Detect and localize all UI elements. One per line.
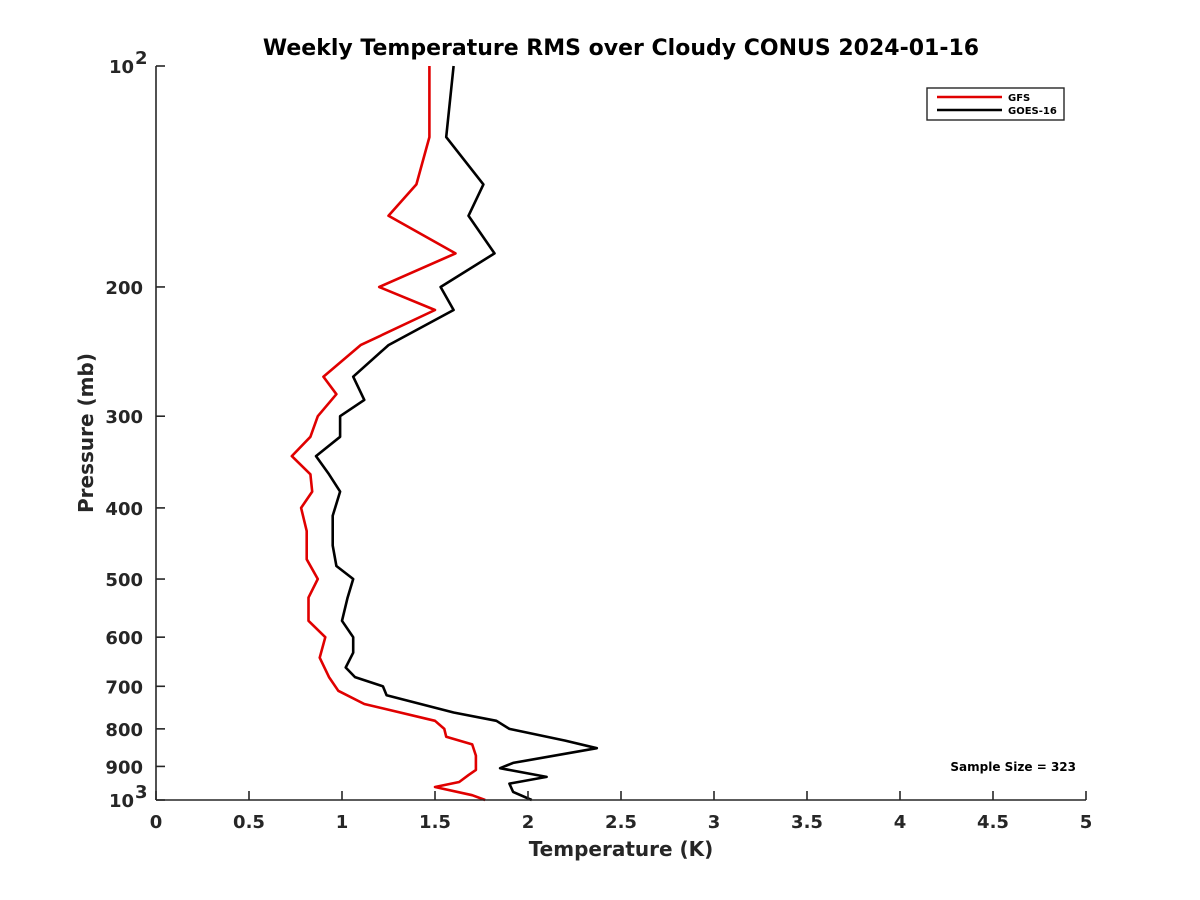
legend-box [926, 87, 1065, 121]
series-line-gfs [290, 66, 486, 802]
x-tick-label: 5 [1080, 812, 1093, 833]
series-line-goes-16 [314, 65, 599, 802]
axes: 0 0.5 1 1.5 2 2.5 3 3.5 4 4.5 510 22003004005006007… [105, 48, 1092, 833]
y-tick-label: 800 [105, 720, 143, 741]
y-tick-exponent: 3 [135, 782, 148, 803]
legend: GFS GOES-16 [926, 87, 1065, 121]
y-tick-label: 10 [109, 791, 134, 812]
x-tick-label: 4 [894, 812, 907, 833]
chart-title: Weekly Temperature RMS over Cloudy CONUS… [263, 36, 979, 61]
x-tick-label: 3.5 [791, 812, 823, 833]
y-tick-label: 200 [105, 278, 143, 299]
sample-size-annotation: Sample Size = 323 [950, 760, 1076, 774]
y-axis-label: Pressure (mb) [74, 353, 98, 513]
y-tick-label: 600 [105, 628, 143, 649]
x-tick-label: 0 [150, 812, 163, 833]
x-tick-label: 4.5 [977, 812, 1009, 833]
y-tick-label: 900 [105, 757, 143, 778]
legend-label: GFS [1008, 93, 1030, 104]
y-tick-label: 300 [105, 407, 143, 428]
x-tick-label: 1 [336, 812, 349, 833]
x-tick-label: 0.5 [233, 812, 265, 833]
x-tick-label: 2 [522, 812, 535, 833]
x-tick-label: 1.5 [419, 812, 451, 833]
y-tick-label: 500 [105, 570, 143, 591]
x-axis-label: Temperature (K) [529, 837, 714, 861]
y-tick-label: 10 [109, 57, 134, 78]
plot-area [290, 65, 599, 802]
x-tick-label: 3 [708, 812, 721, 833]
y-tick-label: 700 [105, 677, 143, 698]
legend-label: GOES-16 [1008, 106, 1057, 117]
y-tick-exponent: 2 [135, 48, 148, 69]
x-tick-label: 2.5 [605, 812, 637, 833]
y-tick-label: 400 [105, 499, 143, 520]
